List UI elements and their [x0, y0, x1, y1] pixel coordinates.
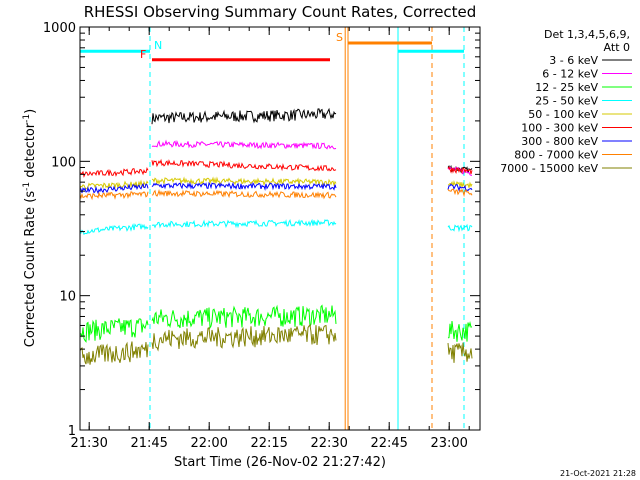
- series-line: [79, 179, 149, 190]
- legend-entry-label: 100 - 300 keV: [521, 122, 598, 135]
- series-line: [447, 188, 473, 198]
- series-line: [151, 176, 337, 187]
- legend-entry-label: 800 - 7000 keV: [514, 149, 598, 162]
- series-line: [79, 182, 149, 195]
- y-axis-label-main: Corrected Count Rate (s: [23, 191, 38, 348]
- series-line: [151, 189, 337, 200]
- series-line: [151, 323, 337, 352]
- plot-frame: [79, 26, 481, 431]
- annotation-label: N: [154, 39, 162, 52]
- x-tick-label: 21:45: [130, 436, 167, 451]
- x-tick-label: 21:30: [70, 436, 107, 451]
- y-tick-label: 1: [68, 424, 76, 439]
- series-line: [151, 107, 337, 125]
- y-tick-label: 10: [59, 290, 76, 305]
- x-axis-label: Start Time (26-Nov-02 21:27:42): [174, 455, 386, 470]
- annotation-label: F: [140, 48, 146, 61]
- legend-entry-label: 6 - 12 keV: [542, 68, 598, 81]
- series-line: [151, 139, 337, 150]
- series-line: [151, 218, 337, 229]
- series-line: [79, 341, 149, 365]
- y-axis-label: Corrected Count Rate (s-1 detector-1): [22, 109, 38, 347]
- x-tick-label: 22:00: [190, 436, 227, 451]
- plot-area: NF S: [79, 27, 473, 430]
- series-line: [447, 183, 473, 192]
- legend-header-attenuator: Att 0: [604, 41, 630, 54]
- annotation-label: S: [336, 31, 343, 44]
- y-axis-label-mid: detector: [23, 122, 38, 182]
- y-axis-label-sup2: -1: [22, 114, 32, 123]
- series-line: [151, 181, 337, 191]
- y-tick-label: 100: [51, 155, 76, 170]
- y-tick-label: 1000: [43, 21, 76, 36]
- axis-ticks: 21:30 21:45 22:00 22:15 22:30 22:45 23:00 1 10 10…: [43, 21, 480, 451]
- x-tick-label: 22:15: [250, 436, 287, 451]
- legend-entry-label: 3 - 6 keV: [549, 54, 598, 67]
- footer-timestamp: 21-Oct-2021 21:28: [560, 469, 636, 478]
- x-tick-label: 22:30: [310, 436, 347, 451]
- legend-header-detectors: Det 1,3,4,5,6,9,: [544, 28, 630, 41]
- y-axis-label-end: ): [23, 109, 38, 114]
- series-line: [447, 320, 473, 342]
- series-line: [447, 223, 473, 233]
- x-tick-label: 23:00: [430, 436, 467, 451]
- legend-entry-label: 50 - 100 keV: [528, 108, 598, 121]
- series-line: [79, 223, 149, 236]
- series-line: [447, 342, 473, 363]
- chart-title: RHESSI Observing Summary Count Rates, Co…: [84, 3, 477, 21]
- series-line: [79, 191, 149, 201]
- series-line: [151, 304, 337, 330]
- y-axis-label-sup1: -1: [22, 182, 32, 191]
- series-line: [151, 158, 337, 172]
- x-tick-label: 22:45: [370, 436, 407, 451]
- series-line: [447, 166, 473, 175]
- series-line: [79, 167, 149, 178]
- series-line: [79, 318, 149, 343]
- legend-entry-label: 300 - 800 keV: [521, 135, 598, 148]
- legend-entry-label: 25 - 50 keV: [535, 95, 598, 108]
- legend-entry-label: 7000 - 15000 keV: [500, 162, 598, 175]
- legend-entry-label: 12 - 25 keV: [535, 81, 598, 94]
